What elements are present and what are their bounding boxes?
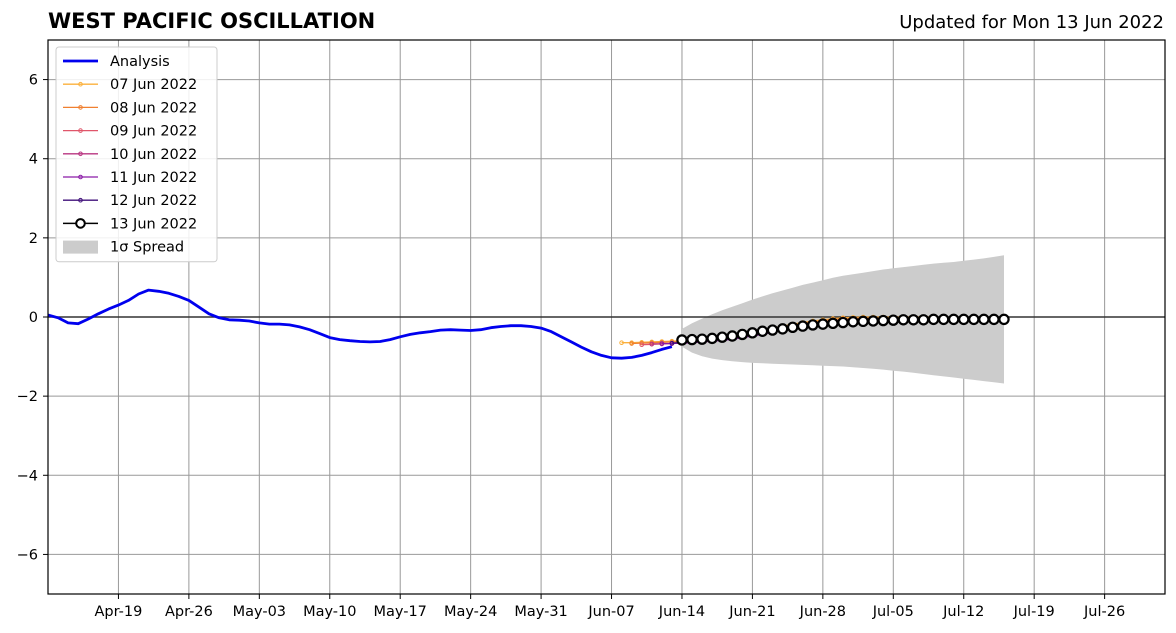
x-tick-label: Jul-05: [872, 604, 914, 620]
forecast-point: [998, 313, 1010, 326]
legend-marker: [78, 128, 83, 133]
chart-title: WEST PACIFIC OSCILLATION: [48, 9, 376, 33]
series-layer: [47, 288, 1010, 360]
forecast-point: [847, 316, 859, 328]
x-tick-label: May-03: [233, 604, 286, 620]
x-tick-label: May-24: [444, 604, 497, 620]
forecast-point: [669, 340, 675, 346]
y-tick-label: 4: [29, 152, 38, 168]
legend-marker: [78, 151, 83, 157]
forecast-point: [877, 314, 889, 327]
forecast-point: [897, 314, 910, 326]
y-tick-label: 2: [29, 231, 38, 247]
y-tick-label: −6: [17, 547, 38, 563]
forecast-point: [716, 331, 728, 343]
forecast-point: [686, 333, 698, 346]
analysis-line: [47, 288, 673, 360]
forecast-point: [776, 323, 789, 335]
x-tick-label: Jun-28: [799, 604, 846, 620]
forecast-point: [927, 313, 940, 326]
x-tick-label: May-10: [303, 604, 356, 620]
y-tick-label: 0: [29, 310, 38, 326]
x-tick-label: Jul-26: [1083, 604, 1125, 620]
forecast-point: [978, 313, 990, 326]
forecast-point: [676, 334, 688, 346]
forecast-point: [958, 313, 970, 326]
forecast-point: [837, 316, 849, 329]
forecast-point: [746, 327, 759, 339]
chart-legend: Analysis 07 Jun 2022 08 Jun 2022 09 Jun 202…: [55, 46, 218, 263]
forecast-point: [937, 313, 950, 326]
forecast-point: [797, 320, 809, 332]
legend-marker: [78, 174, 83, 180]
x-tick-label: Jul-19: [1013, 604, 1055, 620]
x-tick-label: May-31: [514, 604, 567, 620]
forecast-point: [639, 342, 645, 348]
forecast-point: [766, 324, 779, 336]
y-tick-label: 6: [29, 73, 38, 89]
forecast-point: [817, 318, 829, 330]
forecast-point: [867, 315, 879, 327]
legend-spread-swatch: [63, 240, 98, 254]
legend-box: [55, 46, 218, 263]
legend-entry-label: 13 Jun 2022: [110, 216, 197, 232]
x-tick-label: Jun-07: [587, 604, 634, 620]
y-tick-label: −2: [17, 389, 38, 405]
legend-entry-label: 09 Jun 2022: [110, 124, 197, 140]
x-tick-label: May-17: [374, 604, 427, 620]
tick-layer: Apr-19 Apr-26 May-03 May-10 May-17 May-24 May-…: [17, 73, 1126, 620]
y-tick-label: −4: [17, 468, 38, 484]
x-tick-label: Jun-21: [728, 604, 775, 620]
legend-marker: [75, 218, 86, 229]
forecast-point: [807, 319, 819, 331]
forecast-point: [786, 321, 799, 333]
forecast-point: [917, 314, 930, 326]
forecast-point: [706, 332, 718, 345]
legend-entry-label: 1σ Spread: [110, 240, 184, 256]
forecast-point: [736, 328, 749, 341]
updated-date: Updated for Mon 13 Jun 2022: [899, 12, 1164, 33]
forecast-point: [947, 313, 960, 326]
legend-entry-label: 12 Jun 2022: [110, 193, 197, 209]
forecast-point: [988, 313, 1000, 326]
forecast-point: [827, 317, 839, 330]
forecast-point: [629, 341, 634, 346]
forecast-point: [756, 325, 769, 337]
forecast-point: [619, 340, 624, 346]
forecast-point: [907, 314, 920, 326]
forecast-point: [887, 314, 899, 326]
forecast-point: [696, 333, 708, 345]
legend-marker: [78, 105, 83, 110]
x-tick-label: Apr-26: [165, 604, 213, 620]
legend-marker: [78, 197, 83, 203]
legend-entry-label: 08 Jun 2022: [110, 100, 197, 116]
forecast-point: [659, 341, 665, 346]
legend-entry-label: Analysis: [110, 54, 170, 70]
x-tick-label: Apr-19: [95, 604, 143, 620]
forecast-point: [968, 313, 980, 326]
forecast-point: [857, 315, 869, 328]
legend-entry-label: 10 Jun 2022: [110, 147, 197, 163]
forecast-point: [649, 341, 655, 347]
legend-entry-label: 11 Jun 2022: [110, 170, 197, 186]
x-tick-label: Jul-12: [942, 604, 984, 620]
x-tick-label: Jun-14: [658, 604, 705, 620]
forecast-point: [726, 330, 738, 342]
legend-entry-label: 07 Jun 2022: [110, 77, 197, 93]
legend-marker: [78, 81, 83, 87]
